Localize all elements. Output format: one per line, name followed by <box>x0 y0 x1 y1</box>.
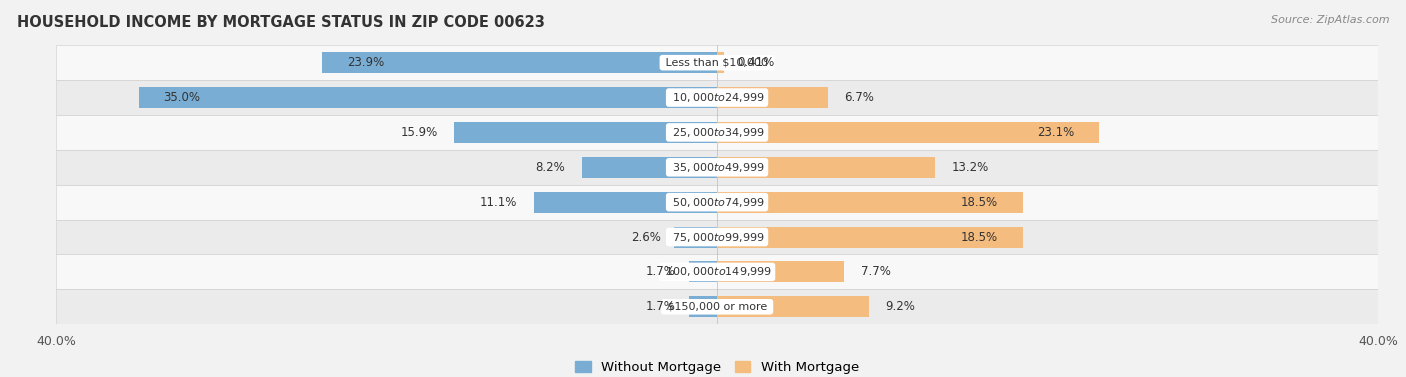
Text: 9.2%: 9.2% <box>886 300 915 313</box>
Bar <box>689 296 717 317</box>
Bar <box>673 227 717 247</box>
Text: $10,000 to $24,999: $10,000 to $24,999 <box>669 91 765 104</box>
Bar <box>56 115 1378 150</box>
Bar <box>717 192 1022 213</box>
Bar <box>717 296 869 317</box>
Text: 6.7%: 6.7% <box>844 91 875 104</box>
Legend: Without Mortgage, With Mortgage: Without Mortgage, With Mortgage <box>569 356 865 377</box>
Bar <box>322 52 717 73</box>
Bar <box>56 150 1378 185</box>
Text: 35.0%: 35.0% <box>163 91 201 104</box>
Text: $75,000 to $99,999: $75,000 to $99,999 <box>669 231 765 244</box>
Bar <box>56 185 1378 219</box>
Bar <box>717 52 724 73</box>
Bar <box>717 157 935 178</box>
Text: 23.9%: 23.9% <box>347 56 384 69</box>
Text: 0.41%: 0.41% <box>737 56 775 69</box>
Text: $50,000 to $74,999: $50,000 to $74,999 <box>669 196 765 208</box>
Text: Less than $10,000: Less than $10,000 <box>662 58 772 68</box>
Bar <box>56 289 1378 324</box>
Bar <box>717 87 828 108</box>
Text: 18.5%: 18.5% <box>960 231 998 244</box>
Bar <box>582 157 717 178</box>
Bar <box>56 219 1378 254</box>
Text: 23.1%: 23.1% <box>1036 126 1074 139</box>
Bar <box>717 122 1098 143</box>
Bar <box>534 192 717 213</box>
Bar <box>139 87 717 108</box>
Text: $35,000 to $49,999: $35,000 to $49,999 <box>669 161 765 174</box>
Text: 18.5%: 18.5% <box>960 196 998 208</box>
Text: Source: ZipAtlas.com: Source: ZipAtlas.com <box>1271 15 1389 25</box>
Text: $25,000 to $34,999: $25,000 to $34,999 <box>669 126 765 139</box>
Text: HOUSEHOLD INCOME BY MORTGAGE STATUS IN ZIP CODE 00623: HOUSEHOLD INCOME BY MORTGAGE STATUS IN Z… <box>17 15 544 30</box>
Text: 13.2%: 13.2% <box>952 161 988 174</box>
Text: 11.1%: 11.1% <box>479 196 517 208</box>
Text: 8.2%: 8.2% <box>536 161 565 174</box>
Text: $100,000 to $149,999: $100,000 to $149,999 <box>662 265 772 278</box>
Text: 7.7%: 7.7% <box>860 265 890 278</box>
Text: 1.7%: 1.7% <box>645 300 676 313</box>
Bar <box>56 254 1378 290</box>
Text: 1.7%: 1.7% <box>645 265 676 278</box>
Text: $150,000 or more: $150,000 or more <box>664 302 770 312</box>
Bar <box>689 262 717 282</box>
Text: 15.9%: 15.9% <box>401 126 437 139</box>
Bar <box>717 227 1022 247</box>
Text: 2.6%: 2.6% <box>631 231 661 244</box>
Bar <box>717 262 844 282</box>
Bar <box>454 122 717 143</box>
Bar <box>56 45 1378 80</box>
Bar <box>56 80 1378 115</box>
